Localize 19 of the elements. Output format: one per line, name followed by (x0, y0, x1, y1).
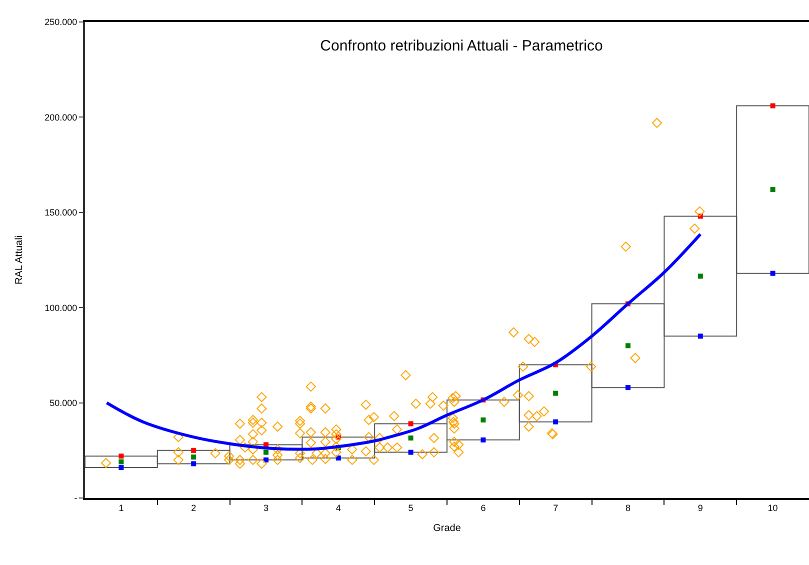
y-tick-label: 100.000 (44, 302, 78, 313)
y-tick-label: - (74, 493, 78, 504)
x-tick-label: 9 (698, 502, 703, 513)
y-axis-title: RAL Attuali (14, 235, 26, 285)
y-tick-label: 50.000 (50, 398, 78, 408)
x-tick-label: 10 (768, 502, 778, 513)
y-tick-label: 200.000 (44, 112, 78, 122)
x-tick-label: 4 (336, 502, 341, 513)
x-tick-label: 2 (191, 502, 196, 513)
x-tick-label: 5 (408, 502, 414, 513)
x-tick-label: 3 (263, 502, 269, 513)
x-tick-label: 1 (118, 502, 124, 513)
x-axis-title: Grade (433, 522, 462, 534)
x-tick-label: 7 (553, 502, 558, 513)
y-tick-label: 150.000 (44, 208, 78, 218)
x-tick-label: 8 (625, 502, 631, 513)
x-tick-label: 6 (480, 502, 486, 513)
text: Confronto retribuzioni Attuali - Parametrico (320, 37, 603, 54)
y-tick-label: 250.000 (44, 17, 78, 28)
